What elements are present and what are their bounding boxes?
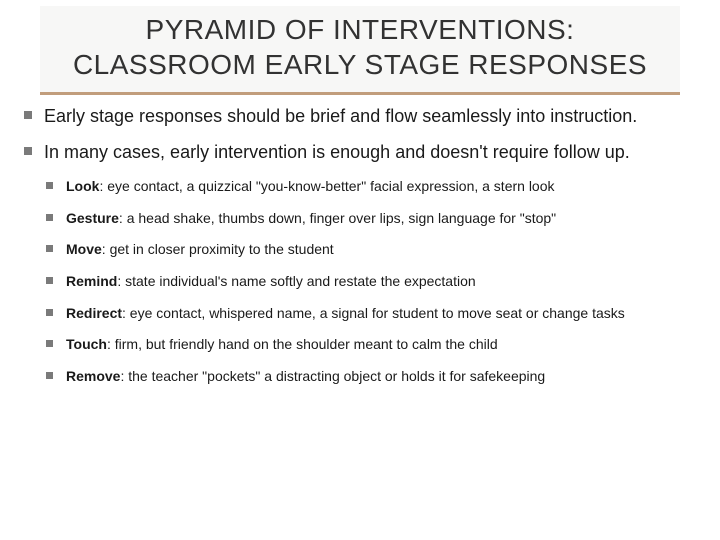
sub-label: Redirect xyxy=(66,305,122,321)
sub-label: Remove xyxy=(66,368,120,384)
bullet-text: Early stage responses should be brief an… xyxy=(44,106,637,126)
list-item: Touch: firm, but friendly hand on the sh… xyxy=(44,335,700,355)
bullet-list-top: Early stage responses should be brief an… xyxy=(20,103,700,386)
sub-label: Gesture xyxy=(66,210,119,226)
sub-label: Remind xyxy=(66,273,117,289)
sub-desc: : state individual's name softly and res… xyxy=(117,273,475,289)
bullet-text: In many cases, early intervention is eno… xyxy=(44,142,630,162)
sub-label: Look xyxy=(66,178,99,194)
list-item: Remove: the teacher "pockets" a distract… xyxy=(44,367,700,387)
list-item: Redirect: eye contact, whispered name, a… xyxy=(44,304,700,324)
list-item: Early stage responses should be brief an… xyxy=(20,103,700,129)
list-item: In many cases, early intervention is eno… xyxy=(20,139,700,386)
sub-desc: : firm, but friendly hand on the shoulde… xyxy=(107,336,498,352)
title-box: PYRAMID OF INTERVENTIONS: CLASSROOM EARL… xyxy=(40,6,680,95)
list-item: Gesture: a head shake, thumbs down, fing… xyxy=(44,209,700,229)
sub-desc: : get in closer proximity to the student xyxy=(102,241,334,257)
sub-desc: : the teacher "pockets" a distracting ob… xyxy=(120,368,545,384)
sub-desc: : eye contact, whispered name, a signal … xyxy=(122,305,625,321)
page-title: PYRAMID OF INTERVENTIONS: CLASSROOM EARL… xyxy=(50,12,670,82)
sub-label: Touch xyxy=(66,336,107,352)
sub-desc: : eye contact, a quizzical "you-know-bet… xyxy=(99,178,554,194)
slide: PYRAMID OF INTERVENTIONS: CLASSROOM EARL… xyxy=(0,6,720,540)
list-item: Look: eye contact, a quizzical "you-know… xyxy=(44,177,700,197)
sub-desc: : a head shake, thumbs down, finger over… xyxy=(119,210,556,226)
list-item: Remind: state individual's name softly a… xyxy=(44,272,700,292)
sub-label: Move xyxy=(66,241,102,257)
list-item: Move: get in closer proximity to the stu… xyxy=(44,240,700,260)
bullet-list-sub: Look: eye contact, a quizzical "you-know… xyxy=(44,177,700,386)
